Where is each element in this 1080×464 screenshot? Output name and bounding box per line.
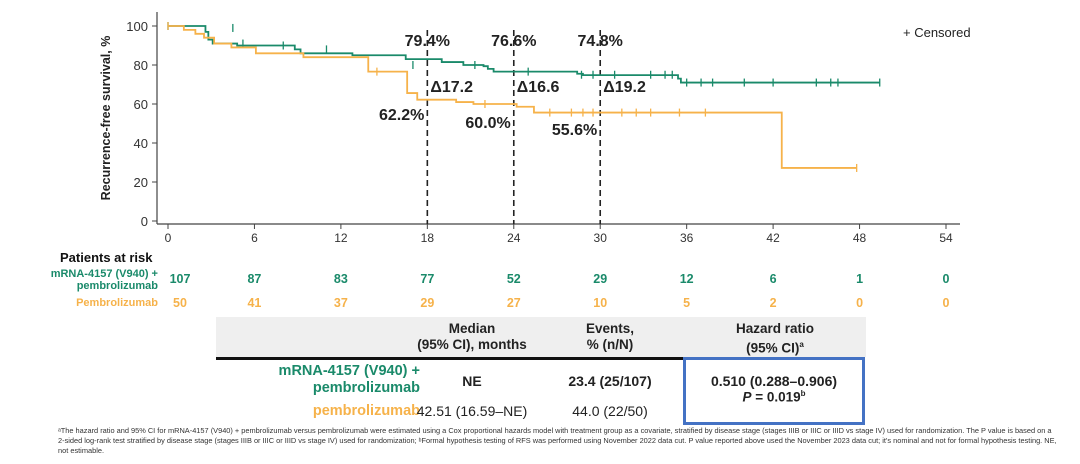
y-tick-label: 20 <box>134 175 148 190</box>
row-label-combo: mRNA-4157 (V940) + pembrolizumab <box>279 363 420 397</box>
annotation-mono: 62.2% <box>379 107 424 124</box>
at-risk-value: 0 <box>942 272 950 286</box>
x-tick-label: 0 <box>165 231 172 245</box>
th-sup: a <box>799 340 804 349</box>
annotation-delta: Δ19.2 <box>603 79 646 96</box>
label-line2: pembrolizumab <box>76 280 158 292</box>
survival-curve-0 <box>168 25 880 84</box>
at-risk-label-mono: Pembrolizumab <box>76 297 158 309</box>
at-risk-value: 5 <box>683 296 691 310</box>
at-risk-value: 10 <box>593 296 608 310</box>
x-tick-label: 12 <box>334 231 348 245</box>
at-risk-value: 107 <box>169 272 191 286</box>
annotation-combo: 74.8% <box>578 33 623 50</box>
th-events: Events,% (n/N) <box>550 321 670 353</box>
at-risk-value: 2 <box>769 296 777 310</box>
at-risk-value: 77 <box>420 272 435 286</box>
at-risk-value: 52 <box>506 272 521 286</box>
at-risk-value: 50 <box>173 296 187 310</box>
at-risk-value: 6 <box>769 272 777 286</box>
th-l1: Events, <box>585 321 635 336</box>
median-combo: NE <box>462 373 482 389</box>
at-risk-value: 0 <box>856 296 864 310</box>
at-risk-title: Patients at risk <box>60 250 153 265</box>
at-risk-value: 12 <box>679 272 694 286</box>
at-risk-value: 83 <box>333 272 348 286</box>
label-line1: mRNA-4157 (V940) + <box>278 363 420 379</box>
annotation-delta: Δ17.2 <box>430 79 473 96</box>
x-tick-label: 18 <box>421 231 435 245</box>
x-tick-label: 54 <box>939 231 953 245</box>
annotation-mono: 60.0% <box>465 115 510 132</box>
x-tick-label: 6 <box>251 231 258 245</box>
x-tick-label: 42 <box>766 231 780 245</box>
y-tick-label: 40 <box>134 136 148 151</box>
legend-censored: + Censored <box>903 25 971 40</box>
at-risk-value: 37 <box>333 296 348 310</box>
y-tick-label: 0 <box>141 214 148 229</box>
median-mono: 42.51 (16.59–NE) <box>416 403 528 419</box>
th-l2: % (n/N) <box>586 337 634 352</box>
label-line2: pembrolizumab <box>312 380 420 396</box>
at-risk-value: 29 <box>420 296 435 310</box>
x-tick-label: 30 <box>594 231 608 245</box>
x-tick-label: 24 <box>507 231 521 245</box>
y-tick-label: 100 <box>126 19 148 34</box>
x-tick-label: 48 <box>853 231 867 245</box>
annotation-mono: 55.6% <box>552 122 597 139</box>
at-risk-value: 27 <box>506 296 521 310</box>
y-tick-label: 80 <box>134 58 148 73</box>
at-risk-label-combo: mRNA-4157 (V940) + pembrolizumab <box>51 268 158 292</box>
hazard-ratio: 0.510 (0.288–0.906) <box>710 373 838 389</box>
th-median: Median (95% CI), months <box>392 321 552 353</box>
km-chart: 020406080100061218243036424854Time from … <box>99 12 971 245</box>
annotation-combo: 76.6% <box>491 33 536 50</box>
th-l1: Hazard ratio <box>735 321 815 336</box>
th-l2: (95% CI) <box>746 340 800 356</box>
events-mono: 44.0 (22/50) <box>572 403 648 419</box>
table-rule <box>216 357 684 360</box>
p-number: = 0.019 <box>751 389 801 405</box>
footnote: ᵃThe hazard ratio and 95% CI for mRNA-41… <box>58 426 1057 455</box>
survival-curve-1 <box>168 25 857 169</box>
p-sup: b <box>800 389 806 398</box>
y-axis-label: Recurrence-free survival, % <box>99 36 113 201</box>
x-tick-label: 36 <box>680 231 694 245</box>
y-tick-label: 60 <box>134 97 148 112</box>
at-risk-value: 41 <box>247 296 262 310</box>
table-header <box>216 317 866 357</box>
at-risk-value: 29 <box>593 272 608 286</box>
row-label-mono: pembrolizumab <box>312 403 420 419</box>
annotation-delta: Δ16.6 <box>517 79 560 96</box>
th-l1: Median <box>448 321 496 336</box>
annotation-combo: 79.4% <box>405 33 450 50</box>
th-l2: (95% CI), months <box>417 337 527 352</box>
label-line1: mRNA-4157 (V940) + <box>50 268 158 280</box>
at-risk-value: 0 <box>942 296 950 310</box>
th-hr: Hazard ratio (95% CI)a <box>690 321 860 357</box>
p-label: P <box>742 389 752 405</box>
at-risk-value: 87 <box>247 272 262 286</box>
p-value: P = 0.019b <box>686 389 862 405</box>
events-combo: 23.4 (25/107) <box>568 373 652 389</box>
at-risk-value: 1 <box>856 272 864 286</box>
hazard-ratio-box: 0.510 (0.288–0.906) P = 0.019b <box>683 357 865 425</box>
